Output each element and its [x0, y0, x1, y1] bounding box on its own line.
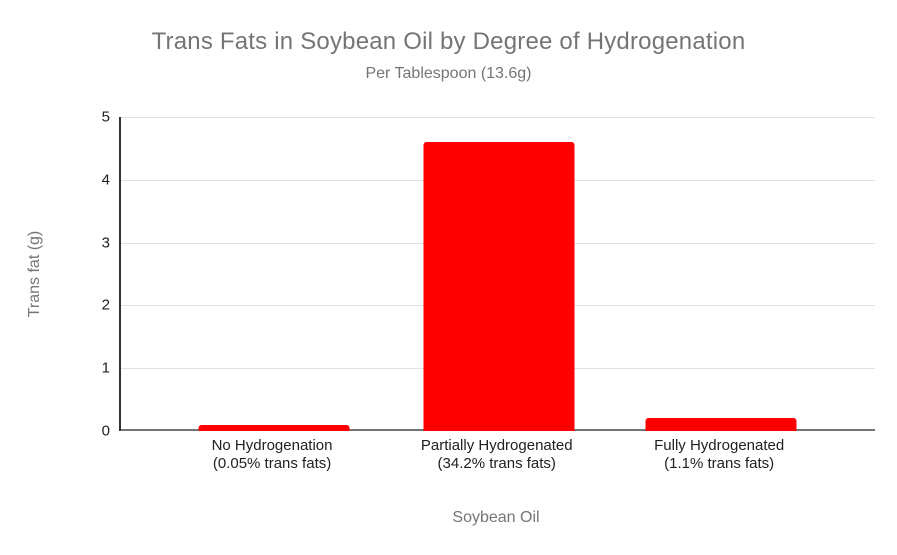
- y-tick-label: 4: [101, 171, 110, 189]
- bar-2: [423, 142, 575, 431]
- x-axis-category-labels: No Hydrogenation (0.05% trans fats) Partia…: [119, 437, 873, 477]
- category-name: No Hydrogenation: [211, 437, 333, 454]
- bar-1: [198, 424, 350, 431]
- category-label-3: Fully Hydrogenated (1.1% trans fats): [594, 437, 844, 473]
- y-axis-tick-labels: 0 1 2 3 4 5: [0, 109, 110, 440]
- x-axis-title: Soybean Oil: [452, 509, 540, 526]
- gridline: [121, 117, 875, 118]
- category-name: Partially Hydrogenated: [420, 437, 573, 454]
- bar-3: [645, 418, 797, 431]
- chart-title: Trans Fats in Soybean Oil by Degree of H…: [151, 28, 746, 55]
- category-label-2: Partially Hydrogenated (34.2% trans fats): [372, 437, 622, 473]
- category-sublabel: (34.2% trans fats): [437, 455, 556, 472]
- y-tick-label: 1: [101, 359, 110, 377]
- y-tick-label: 2: [101, 296, 110, 314]
- category-sublabel: (0.05% trans fats): [212, 455, 332, 472]
- y-tick-label: 3: [101, 234, 110, 252]
- chart-subtitle: Per Tablespoon (13.6g): [365, 65, 532, 82]
- category-sublabel: (1.1% trans fats): [664, 455, 775, 472]
- plot-area: [119, 117, 875, 431]
- category-label-1: No Hydrogenation (0.05% trans fats): [147, 437, 397, 473]
- y-tick-label: 5: [101, 108, 110, 126]
- y-tick-label: 0: [101, 422, 110, 440]
- category-name: Fully Hydrogenated: [654, 437, 785, 454]
